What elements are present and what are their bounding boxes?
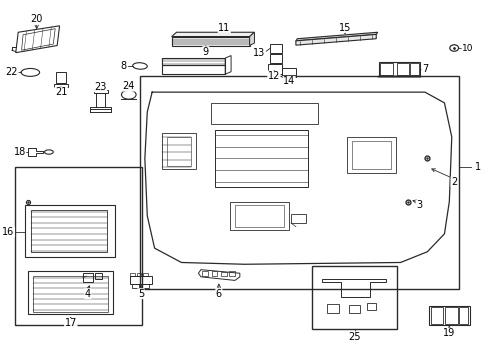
Polygon shape	[171, 37, 249, 45]
Polygon shape	[295, 35, 375, 45]
Text: 25: 25	[348, 332, 360, 342]
Text: 23: 23	[94, 82, 106, 92]
Text: 2: 2	[450, 177, 456, 187]
Text: 9: 9	[202, 46, 208, 57]
Text: 7: 7	[421, 64, 427, 74]
Text: 20: 20	[30, 14, 43, 24]
Text: 5: 5	[138, 289, 144, 299]
Text: 10: 10	[461, 44, 472, 53]
Polygon shape	[249, 32, 254, 45]
Text: 22: 22	[5, 67, 18, 77]
Polygon shape	[295, 32, 377, 41]
Text: 16: 16	[2, 227, 15, 237]
Text: 24: 24	[122, 81, 135, 91]
Bar	[140, 76, 458, 289]
Text: 3: 3	[415, 200, 421, 210]
Text: 12: 12	[267, 71, 280, 81]
Text: 18: 18	[14, 147, 26, 157]
Text: 1: 1	[473, 162, 480, 172]
Bar	[311, 266, 396, 329]
Text: 6: 6	[215, 289, 222, 299]
Polygon shape	[171, 32, 254, 37]
Text: 13: 13	[253, 48, 265, 58]
Text: 14: 14	[283, 76, 295, 86]
Text: 21: 21	[55, 87, 67, 97]
Text: 8: 8	[121, 61, 127, 71]
Text: 11: 11	[218, 23, 230, 33]
Text: 19: 19	[442, 328, 454, 338]
Text: 15: 15	[338, 23, 350, 33]
Text: 17: 17	[64, 319, 77, 328]
Bar	[15, 167, 142, 325]
Text: 4: 4	[84, 289, 91, 299]
